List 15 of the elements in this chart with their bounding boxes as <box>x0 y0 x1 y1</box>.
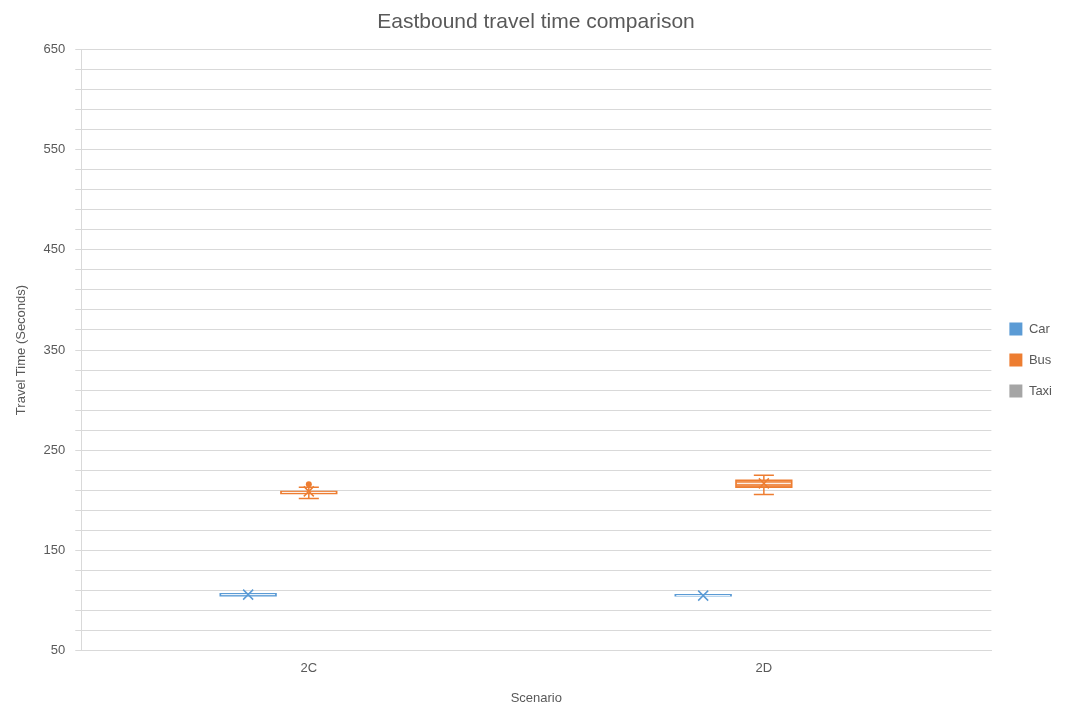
y-tick-label: 550 <box>43 141 66 157</box>
y-axis-title: Travel Time (Seconds) <box>13 284 29 416</box>
x-tick-label: 2D <box>755 660 773 676</box>
legend-label: Car <box>1028 320 1051 336</box>
y-tick-label: 50 <box>50 642 66 658</box>
y-tick-label: 450 <box>43 241 66 257</box>
chart-title: Eastbound travel time comparison <box>377 9 695 33</box>
x-tick-label: 2C <box>300 660 318 676</box>
x-axis-title: Scenario <box>510 689 562 705</box>
y-tick-label: 650 <box>43 40 66 56</box>
legend-label: Bus <box>1028 351 1052 367</box>
y-tick-label: 150 <box>43 542 66 558</box>
legend-label: Taxi <box>1028 382 1053 398</box>
y-tick-label: 350 <box>43 341 66 357</box>
y-tick-label: 250 <box>43 441 66 457</box>
